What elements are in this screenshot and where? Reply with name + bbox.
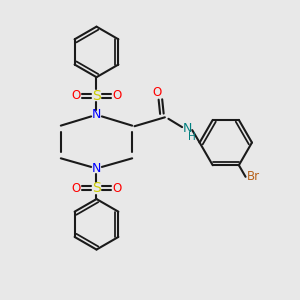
Text: O: O — [112, 182, 121, 194]
Text: H: H — [188, 132, 196, 142]
Text: S: S — [92, 181, 101, 195]
Text: O: O — [72, 89, 81, 102]
Text: O: O — [153, 86, 162, 99]
Text: N: N — [92, 108, 101, 122]
Text: Br: Br — [247, 170, 260, 183]
Text: N: N — [182, 122, 192, 135]
Text: O: O — [72, 182, 81, 194]
Text: O: O — [112, 89, 121, 102]
Text: S: S — [92, 89, 101, 103]
Text: N: N — [92, 162, 101, 175]
